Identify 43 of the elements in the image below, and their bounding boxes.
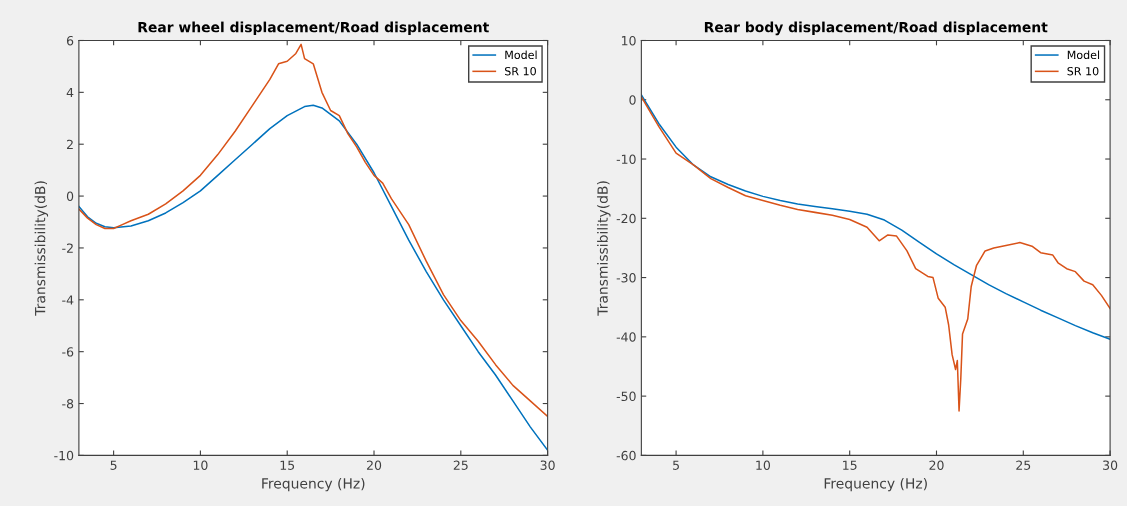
- legend-label: SR 10: [1067, 66, 1099, 76]
- line-series: [641, 94, 1111, 340]
- x-tick-label: 5: [110, 460, 117, 470]
- x-tick-label: 30: [1103, 460, 1118, 470]
- y-axis-title: Transmissibility(dB): [597, 181, 611, 316]
- x-tick-label: 25: [1016, 460, 1031, 470]
- y-tick-label: -40: [616, 332, 636, 342]
- x-tick-label: 25: [453, 460, 468, 470]
- x-tick-label: 10: [756, 460, 771, 470]
- y-axis-title: Transmissibility(dB): [34, 181, 49, 316]
- y-tick-label: -10: [616, 154, 636, 164]
- legend-label: Model: [1067, 50, 1100, 60]
- line-series: [641, 96, 1111, 412]
- x-tick-label: 15: [843, 460, 857, 470]
- y-tick-label: -50: [616, 391, 636, 402]
- y-tick-label: 0: [66, 191, 74, 201]
- y-tick-label: 0: [629, 95, 636, 105]
- y-tick-label: -2: [62, 243, 73, 253]
- y-tick-label: 4: [66, 87, 74, 98]
- y-tick-label: -60: [616, 450, 636, 461]
- y-tick-label: 2: [66, 139, 73, 149]
- y-tick-label: 6: [66, 35, 74, 46]
- line-series: [78, 104, 548, 451]
- chart-title: Rear wheel displacement/Road displacement: [138, 21, 489, 36]
- legend-label: SR 10: [504, 66, 536, 76]
- x-axis-title: Frequency (Hz): [824, 477, 927, 492]
- y-tick-label: -30: [616, 273, 636, 283]
- x-tick-label: 5: [673, 460, 679, 470]
- x-axis-title: Frequency (Hz): [262, 477, 365, 492]
- y-tick-label: -4: [62, 295, 74, 305]
- x-tick-label: 20: [929, 460, 944, 470]
- y-tick-label: -20: [616, 213, 636, 224]
- y-tick-label: 10: [621, 35, 636, 46]
- x-tick-label: 20: [366, 460, 382, 470]
- y-tick-label: -10: [54, 450, 74, 461]
- chart-title: Rear body displacement/Road displacement: [704, 21, 1048, 36]
- y-tick-label: -6: [62, 347, 74, 357]
- legend-label: Model: [505, 50, 537, 60]
- x-tick-label: 30: [540, 460, 555, 470]
- y-tick-label: -8: [62, 399, 74, 409]
- x-tick-label: 15: [280, 460, 295, 470]
- line-series: [78, 43, 548, 418]
- x-tick-label: 10: [193, 460, 208, 470]
